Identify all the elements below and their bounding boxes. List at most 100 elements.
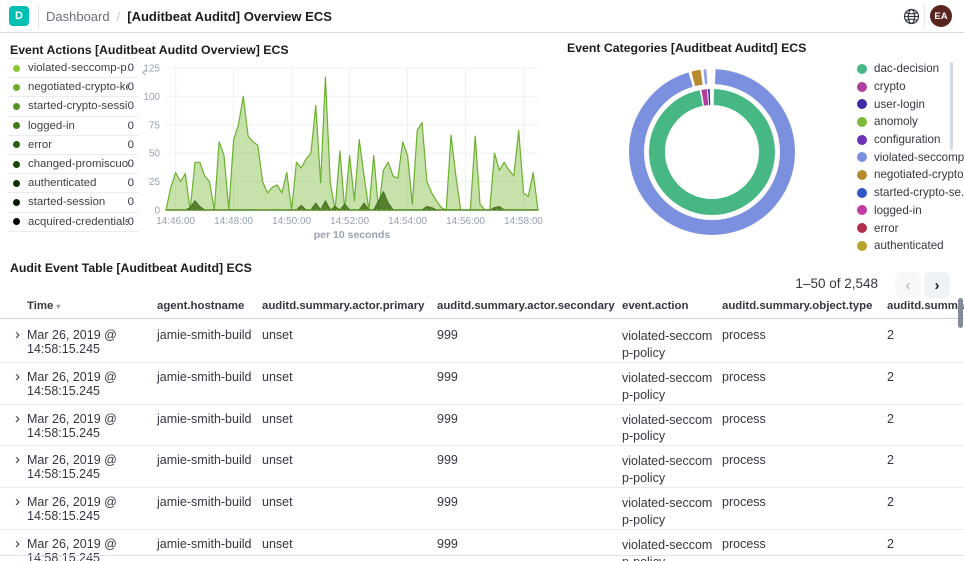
row-expand-icon[interactable]: › xyxy=(8,446,27,467)
table-cell: jamie-smith-build xyxy=(157,411,252,426)
table-row: ›Mar 26, 2019 @ 14:58:15.245 jamie-smith-… xyxy=(0,405,964,447)
column-header[interactable]: auditd.summary.actor.primary xyxy=(262,300,425,312)
legend-value: 0 xyxy=(127,158,134,171)
table-cell: unset xyxy=(262,453,293,468)
table-cell: 999 xyxy=(437,369,458,384)
x-tick-label: 14:56:00 xyxy=(446,216,485,227)
user-avatar[interactable]: EA xyxy=(930,5,952,27)
legend-item[interactable]: started-crypto-sessi... 0 xyxy=(8,97,139,117)
table-cell: Mar 26, 2019 @ 14:58:15.245 xyxy=(27,411,117,440)
event-categories-donut-chart[interactable] xyxy=(622,62,802,242)
globe-icon[interactable] xyxy=(903,8,920,25)
table-cell: unset xyxy=(262,369,293,384)
column-header[interactable]: Time ▾ xyxy=(27,300,61,312)
pagination-range: 1–50 of 2,548 xyxy=(795,276,878,291)
legend-dot-icon xyxy=(13,122,20,130)
legend-item[interactable]: logged-in 0 xyxy=(8,117,139,136)
table-cell: 999 xyxy=(437,328,458,342)
table-cell: unset xyxy=(262,536,293,551)
legend-item[interactable]: authenticated xyxy=(857,237,947,255)
legend-value: 0 xyxy=(127,62,134,75)
table-row: ›Mar 26, 2019 @ 14:58:15.245 jamie-smith-… xyxy=(0,488,964,530)
legend-value: 0 xyxy=(127,81,134,94)
column-header[interactable]: auditd.summary xyxy=(887,300,964,312)
top-navigation-bar: D Dashboard / [Auditbeat Auditd] Overvie… xyxy=(0,0,964,33)
column-header[interactable]: auditd.summary.actor.secondary xyxy=(437,300,615,312)
row-expand-icon[interactable]: › xyxy=(8,405,27,426)
pagination-prev-button[interactable]: ‹ xyxy=(895,272,921,298)
legend-label: violated-seccomp-p... xyxy=(28,62,128,75)
table-cell: process xyxy=(722,369,766,384)
column-header[interactable]: agent.hostname xyxy=(157,300,245,312)
row-expand-icon[interactable]: › xyxy=(8,488,27,509)
x-tick-label: 14:58:00 xyxy=(504,216,543,227)
legend-item[interactable]: changed-promiscuo... 0 xyxy=(8,155,139,175)
legend-item[interactable]: anomoly xyxy=(857,113,947,131)
table-cell: 2 xyxy=(887,369,894,384)
area-series xyxy=(165,191,539,211)
legend-label: violated-seccomp... xyxy=(874,150,964,164)
legend-label: error xyxy=(874,221,899,235)
legend-dot-icon xyxy=(857,169,867,180)
legend-item[interactable]: negotiated-crypto... xyxy=(857,166,964,184)
legend-dot-icon xyxy=(13,160,20,168)
table-cell: 999 xyxy=(437,411,458,426)
event-categories-legend: dac-decision crypto user-login anomoly confi… xyxy=(857,60,964,255)
legend-item[interactable]: error xyxy=(857,219,947,237)
donut-segment-violated-seccomp-policy xyxy=(629,69,795,235)
table-cell: unset xyxy=(262,328,293,342)
row-expand-icon[interactable]: › xyxy=(8,363,27,384)
event-categories-panel-title: Event Categories [Auditbeat Auditd] ECS xyxy=(567,41,807,55)
legend-label: started-session xyxy=(28,196,106,209)
legend-collapse-icon[interactable]: ‹ xyxy=(142,64,147,79)
table-cell: process xyxy=(722,453,766,468)
table-bottom-border xyxy=(0,555,964,556)
area-series xyxy=(165,76,539,211)
column-header[interactable]: auditd.summary.object.type xyxy=(722,300,873,312)
legend-item[interactable]: started-session 0 xyxy=(8,193,139,213)
legend-item[interactable]: authenticated 0 xyxy=(8,174,139,194)
row-expand-icon[interactable]: › xyxy=(8,530,27,551)
breadcrumb-dashboard-link[interactable]: Dashboard xyxy=(46,9,110,24)
legend-item[interactable]: acquired-credentials 0 xyxy=(8,213,139,232)
y-tick-label: 125 xyxy=(143,64,160,75)
legend-label: user-login xyxy=(874,97,925,111)
legend-scrollbar[interactable] xyxy=(950,62,953,150)
table-cell: 999 xyxy=(437,495,458,509)
legend-item[interactable]: configuration xyxy=(857,131,947,149)
legend-item[interactable]: violated-seccomp-p... 0 xyxy=(8,59,139,79)
table-cell: process xyxy=(722,411,766,426)
legend-item[interactable]: error 0 xyxy=(8,136,139,155)
table-cell: 2 xyxy=(887,536,894,551)
table-cell: jamie-smith-build xyxy=(157,453,252,468)
table-body: › Mar 26, 2019 @ 14:58:15.245 jamie-smith-… xyxy=(0,321,964,561)
legend-item[interactable]: violated-seccomp... xyxy=(857,148,964,166)
event-actions-chart[interactable]: 0 25 50 75 100 125 14:46:00 14:48:00 14:50:00 14:… xyxy=(126,60,558,246)
legend-label: anomoly xyxy=(874,115,918,129)
legend-item[interactable]: started-crypto-se... xyxy=(857,184,964,202)
legend-item[interactable]: user-login xyxy=(857,95,947,113)
legend-item[interactable]: dac-decision xyxy=(857,60,947,78)
table-cell: jamie-smith-build xyxy=(157,536,252,551)
table-cell: Mar 26, 2019 @ 14:58:15.245 xyxy=(27,369,117,398)
table-cell: 999 xyxy=(437,453,458,468)
row-expand-icon[interactable]: › xyxy=(8,321,27,342)
x-tick-label: 14:52:00 xyxy=(330,216,369,227)
table-cell: violated-seccomp-policy xyxy=(622,370,713,402)
table-cell: Mar 26, 2019 @ 14:58:15.245 xyxy=(27,453,117,482)
x-axis-title: per 10 seconds xyxy=(314,229,391,241)
table-cell: violated-seccomp-policy xyxy=(622,412,713,444)
pagination-next-button[interactable]: › xyxy=(924,272,950,298)
table-cell: violated-seccomp-policy xyxy=(622,496,713,527)
legend-item[interactable]: crypto xyxy=(857,78,947,96)
legend-dot-icon xyxy=(857,134,867,145)
dashboard-app-icon[interactable]: D xyxy=(9,6,29,26)
x-tick-label: 14:48:00 xyxy=(214,216,253,227)
table-header-row: Time ▾ agent.hostname auditd.summary.actor.… xyxy=(0,296,964,319)
legend-item[interactable]: logged-in xyxy=(857,202,947,220)
vertical-scrollbar[interactable] xyxy=(958,298,963,328)
legend-dot-icon xyxy=(857,223,867,234)
legend-item[interactable]: negotiated-crypto-key 0 xyxy=(8,78,139,98)
table-cell: 2 xyxy=(887,453,894,468)
column-header[interactable]: event.action xyxy=(622,300,689,312)
